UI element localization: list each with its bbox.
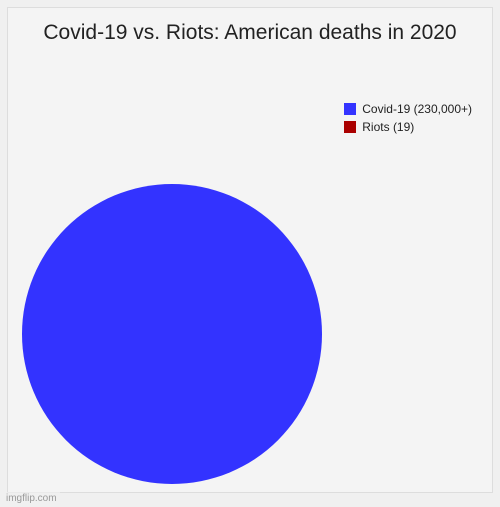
legend-item: Covid-19 (230,000+) — [344, 102, 472, 116]
legend-label: Riots (19) — [362, 120, 414, 134]
legend-item: Riots (19) — [344, 120, 472, 134]
legend-label: Covid-19 (230,000+) — [362, 102, 472, 116]
legend-swatch — [344, 121, 356, 133]
legend-swatch — [344, 103, 356, 115]
chart-container: Covid-19 vs. Riots: American deaths in 2… — [7, 7, 493, 493]
pie-chart — [22, 184, 322, 484]
watermark: imgflip.com — [3, 492, 60, 505]
chart-title: Covid-19 vs. Riots: American deaths in 2… — [8, 8, 492, 54]
legend: Covid-19 (230,000+) Riots (19) — [344, 102, 472, 138]
